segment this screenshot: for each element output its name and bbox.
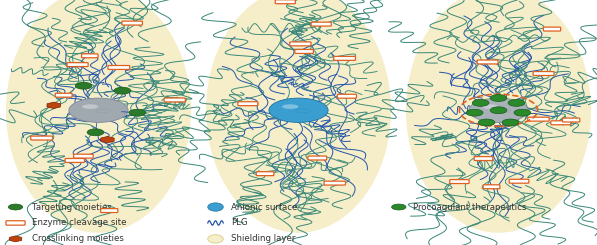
FancyBboxPatch shape xyxy=(450,180,469,184)
Circle shape xyxy=(8,204,23,210)
FancyBboxPatch shape xyxy=(337,94,356,98)
FancyBboxPatch shape xyxy=(122,21,143,25)
Circle shape xyxy=(478,119,495,126)
Text: Crosslinking moieties: Crosslinking moieties xyxy=(32,234,124,243)
Ellipse shape xyxy=(208,235,223,243)
FancyBboxPatch shape xyxy=(477,60,498,64)
FancyBboxPatch shape xyxy=(295,49,313,53)
FancyBboxPatch shape xyxy=(509,179,529,183)
FancyBboxPatch shape xyxy=(334,56,355,60)
Ellipse shape xyxy=(6,0,191,233)
FancyBboxPatch shape xyxy=(533,72,554,75)
FancyBboxPatch shape xyxy=(290,42,311,46)
Polygon shape xyxy=(10,236,21,242)
FancyBboxPatch shape xyxy=(275,0,296,4)
Text: Shielding layer: Shielding layer xyxy=(231,234,296,243)
Ellipse shape xyxy=(82,104,99,109)
FancyBboxPatch shape xyxy=(308,156,327,160)
FancyBboxPatch shape xyxy=(108,65,130,69)
FancyBboxPatch shape xyxy=(30,136,53,140)
FancyBboxPatch shape xyxy=(311,22,331,26)
FancyBboxPatch shape xyxy=(101,208,118,212)
Circle shape xyxy=(269,98,328,122)
Circle shape xyxy=(75,82,92,89)
FancyBboxPatch shape xyxy=(528,117,549,121)
Circle shape xyxy=(114,87,131,94)
FancyBboxPatch shape xyxy=(65,159,85,162)
Circle shape xyxy=(69,98,128,122)
FancyBboxPatch shape xyxy=(562,118,580,122)
FancyBboxPatch shape xyxy=(73,154,93,158)
FancyBboxPatch shape xyxy=(67,63,88,67)
FancyBboxPatch shape xyxy=(543,27,561,31)
Ellipse shape xyxy=(282,104,298,109)
FancyBboxPatch shape xyxy=(6,221,25,225)
Text: Anionic surface: Anionic surface xyxy=(231,203,297,211)
Circle shape xyxy=(502,119,519,126)
Text: Targeting moieties: Targeting moieties xyxy=(32,203,112,211)
FancyBboxPatch shape xyxy=(324,181,346,185)
Ellipse shape xyxy=(406,0,591,233)
Circle shape xyxy=(490,107,507,114)
FancyBboxPatch shape xyxy=(238,102,258,106)
Circle shape xyxy=(472,99,489,106)
Text: PLG: PLG xyxy=(231,219,248,227)
Circle shape xyxy=(508,99,525,106)
Circle shape xyxy=(514,109,531,116)
Polygon shape xyxy=(47,102,60,109)
Circle shape xyxy=(469,98,528,122)
Ellipse shape xyxy=(206,0,391,233)
Circle shape xyxy=(87,129,104,136)
Text: Enzyme cleavage site: Enzyme cleavage site xyxy=(32,219,127,227)
Polygon shape xyxy=(101,136,114,143)
Circle shape xyxy=(466,109,483,116)
FancyBboxPatch shape xyxy=(551,121,571,125)
FancyBboxPatch shape xyxy=(82,54,98,58)
FancyBboxPatch shape xyxy=(483,185,500,189)
FancyBboxPatch shape xyxy=(474,157,493,160)
FancyBboxPatch shape xyxy=(164,98,185,102)
Circle shape xyxy=(490,95,507,101)
Text: Procoagulant therapeutics: Procoagulant therapeutics xyxy=(413,203,527,211)
Ellipse shape xyxy=(208,203,223,211)
FancyBboxPatch shape xyxy=(256,172,274,176)
FancyBboxPatch shape xyxy=(56,93,72,97)
Ellipse shape xyxy=(482,104,498,109)
Circle shape xyxy=(392,204,406,210)
Circle shape xyxy=(129,109,146,116)
